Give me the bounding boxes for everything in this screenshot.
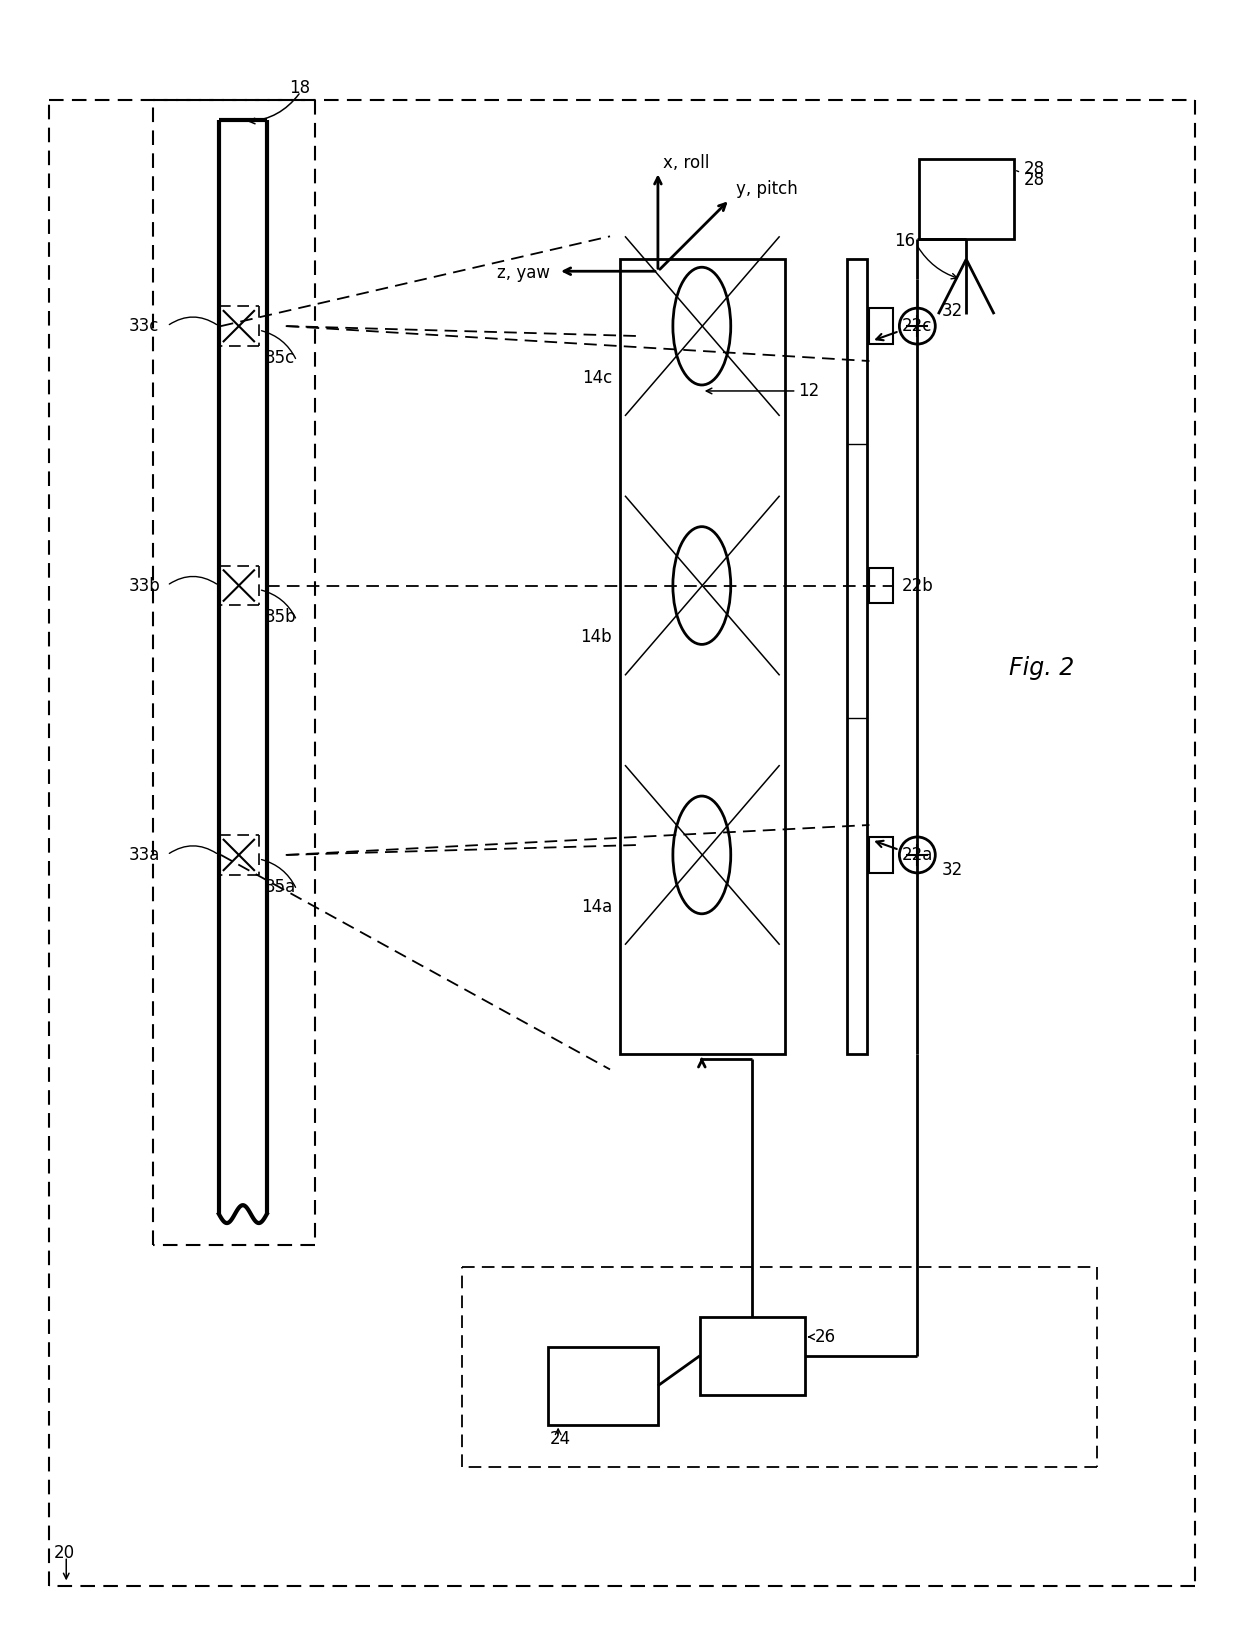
- Bar: [869, 309, 893, 345]
- Text: z, yaw: z, yaw: [497, 264, 551, 282]
- Text: 20: 20: [53, 1544, 74, 1562]
- Text: 28: 28: [1024, 171, 1045, 189]
- Bar: [919, 159, 1014, 240]
- Text: 26: 26: [815, 1328, 836, 1346]
- Text: Fig. 2: Fig. 2: [1009, 656, 1074, 681]
- Text: 35a: 35a: [265, 878, 296, 896]
- Text: 33b: 33b: [129, 576, 161, 594]
- Text: 18: 18: [289, 79, 310, 97]
- Text: 32: 32: [941, 302, 962, 320]
- Bar: [869, 837, 893, 873]
- Text: 22b: 22b: [901, 576, 934, 594]
- Text: 35b: 35b: [265, 609, 296, 627]
- Text: 14b: 14b: [580, 629, 613, 647]
- Text: 22c: 22c: [901, 317, 931, 335]
- Text: 33c: 33c: [129, 317, 160, 335]
- Text: 32: 32: [941, 862, 962, 880]
- Bar: [847, 259, 868, 1055]
- Text: x, roll: x, roll: [663, 154, 709, 172]
- Text: 14c: 14c: [582, 369, 613, 387]
- Text: 33a: 33a: [129, 845, 160, 863]
- Text: 35c: 35c: [265, 350, 295, 368]
- Text: 16: 16: [894, 233, 915, 251]
- Bar: [620, 259, 785, 1055]
- Bar: [869, 568, 893, 604]
- Text: 22a: 22a: [901, 845, 932, 863]
- Text: 24: 24: [551, 1429, 572, 1447]
- Bar: [548, 1347, 658, 1424]
- Text: 14a: 14a: [580, 898, 613, 916]
- Text: 12: 12: [799, 382, 820, 400]
- Text: y, pitch: y, pitch: [735, 181, 797, 199]
- Bar: [699, 1316, 805, 1395]
- Text: 28: 28: [1017, 161, 1045, 179]
